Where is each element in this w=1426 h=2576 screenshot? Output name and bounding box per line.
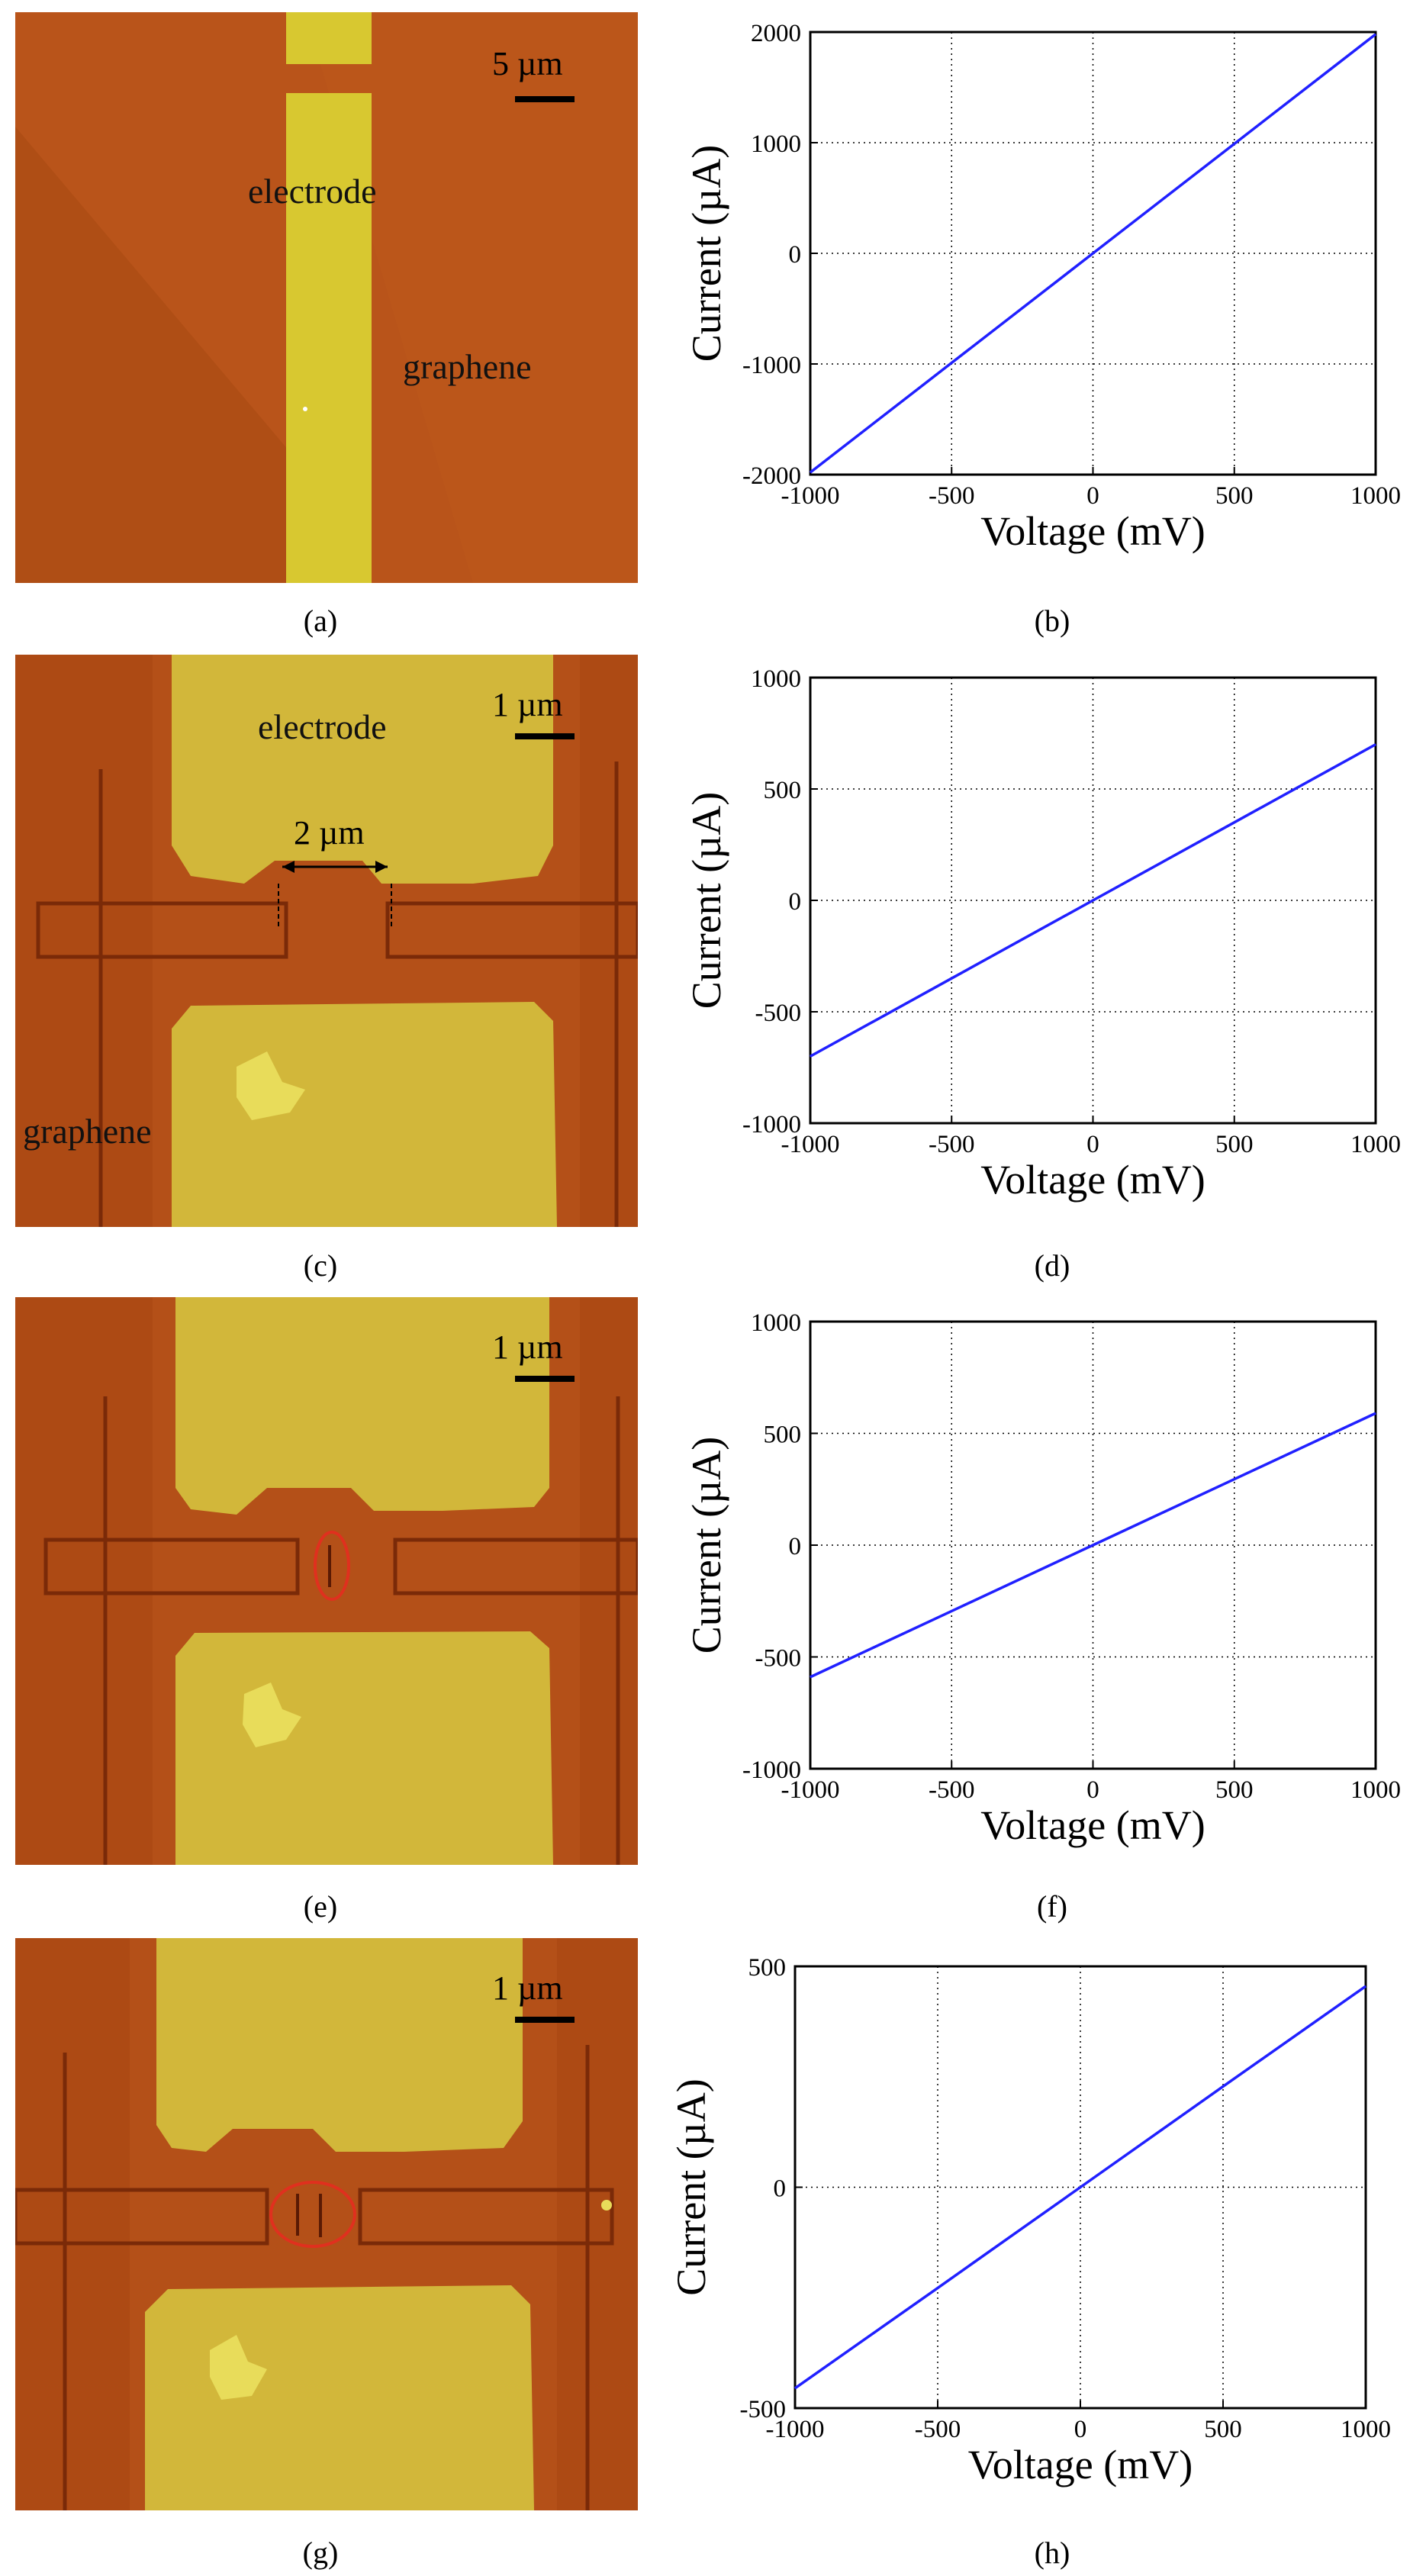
chart-f-caption: (f) (1037, 1889, 1067, 1924)
defect-circle (269, 2181, 356, 2248)
chart-f-x-axis-title: Voltage (mV) (980, 1802, 1205, 1848)
scale-bar (515, 1376, 575, 1382)
chart-h-x-tick-label: -500 (915, 2416, 961, 2443)
scale-bar (515, 733, 575, 739)
chart-f-y-tick-label: 500 (764, 1422, 802, 1449)
chart-f-data-point (951, 1610, 952, 1612)
chart-b-x-tick-label: 1000 (1350, 482, 1401, 510)
caption-a: (a) (303, 604, 338, 638)
chart-f-y-tick-label: 0 (789, 1533, 802, 1560)
chart-h-y-tick-label: 0 (774, 2175, 787, 2203)
scale-bar-label: 1 µm (492, 686, 563, 723)
chart-d-x-tick-label: 1000 (1350, 1131, 1401, 1158)
chart-d-y-tick-label: 500 (764, 777, 802, 804)
chart-b-y-tick-label: 0 (789, 241, 802, 269)
chart-d-data-point (951, 977, 952, 979)
scale-bar-label: 1 µm (492, 1969, 563, 2007)
chart-f-y-tick-label: -500 (755, 1645, 802, 1673)
chart-f-x-tick-label: 0 (1086, 1776, 1099, 1804)
chart-f-x-tick-label: 1000 (1350, 1776, 1401, 1804)
chart-d-x-tick-label: -1000 (781, 1131, 840, 1158)
chart-b-x-tick-label: -1000 (781, 482, 840, 510)
chart-d-y-tick-label: 1000 (751, 665, 801, 693)
afm-image-e: 1 µm (15, 1297, 638, 1865)
chart-d-data-point (810, 1055, 811, 1057)
chart-h-x-tick-label: 1000 (1341, 2416, 1391, 2443)
chart-h-x-tick-label: 500 (1204, 2416, 1242, 2443)
chart-b-data-point (810, 472, 811, 473)
caption-c: (c) (303, 1248, 338, 1283)
chart-d-caption: (d) (1034, 1248, 1070, 1283)
chart-h-caption: (h) (1034, 2536, 1070, 2570)
chart-b-x-tick-label: -500 (929, 482, 975, 510)
chart-d-x-tick-label: 500 (1215, 1131, 1254, 1158)
chart-h-data-point (1080, 2187, 1081, 2188)
chart-h-x-axis-title: Voltage (mV) (968, 2442, 1193, 2487)
scale-bar-label: 1 µm (492, 1328, 563, 1366)
chart-f-y-tick-label: 1000 (751, 1309, 801, 1337)
afm-image-a: electrode graphene 5 µm (15, 12, 638, 583)
scale-bar (515, 2017, 575, 2023)
chart-d-y-tick-label: -1000 (742, 1111, 801, 1138)
chart-b-y-tick-label: -1000 (742, 352, 801, 379)
chart-f-data-point (810, 1676, 811, 1678)
chart-d-x-tick-label: 0 (1086, 1131, 1099, 1158)
label-electrode: electrode (258, 707, 387, 746)
chart-b-caption: (b) (1034, 604, 1070, 638)
chart-h-y-tick-label: 500 (748, 1954, 787, 1982)
afm-image-c: electrode graphene 2 µm 1 µm (15, 655, 638, 1227)
chart-b-x-axis-title: Voltage (mV) (980, 508, 1205, 554)
chart-d-x-tick-label: -500 (929, 1131, 975, 1158)
caption-g: (g) (302, 2536, 339, 2570)
chart-h-data-point (1222, 2085, 1224, 2087)
label-graphene: graphene (403, 347, 532, 386)
caption-e: (e) (303, 1889, 338, 1924)
chart-h-y-axis-title: Current (µA) (668, 2079, 714, 2296)
label-electrode: electrode (248, 172, 377, 211)
chart-b-y-tick-label: 2000 (751, 20, 801, 47)
scale-bar-label: 5 µm (492, 45, 563, 82)
chart-f-y-tick-label: -1000 (742, 1757, 801, 1784)
chart-d-y-tick-label: 0 (789, 888, 802, 916)
chart-f-x-tick-label: 500 (1215, 1776, 1254, 1804)
chart-b-y-tick-label: 1000 (751, 130, 801, 158)
chart-d-y-axis-title: Current (µA) (684, 792, 729, 1009)
chart-b-y-axis-title: Current (µA) (684, 145, 729, 362)
chart-h-x-tick-label: 0 (1074, 2416, 1087, 2443)
afm-image-g: 1 µm (15, 1938, 638, 2510)
chart-b-x-tick-label: 0 (1086, 482, 1099, 510)
scale-bar (515, 96, 575, 102)
chart-f-x-tick-label: -1000 (781, 1776, 840, 1804)
chart-h-y-tick-label: -500 (740, 2396, 787, 2423)
label-graphene: graphene (23, 1112, 152, 1151)
chart-f-x-tick-label: -500 (929, 1776, 975, 1804)
chart-b-data-point (951, 362, 952, 364)
gap-label: 2 µm (294, 814, 365, 852)
defect-circle (314, 1531, 350, 1601)
electrode-strip (286, 12, 372, 64)
electrode-strip (286, 93, 372, 583)
chart-h-x-tick-label: -1000 (766, 2416, 825, 2443)
chart-d-y-tick-label: -500 (755, 1000, 802, 1027)
chart-f-y-axis-title: Current (µA) (684, 1437, 729, 1654)
chart-b-y-tick-label: -2000 (742, 462, 801, 490)
chart-b-x-tick-label: 500 (1215, 482, 1254, 510)
chart-d-x-axis-title: Voltage (mV) (980, 1157, 1205, 1203)
